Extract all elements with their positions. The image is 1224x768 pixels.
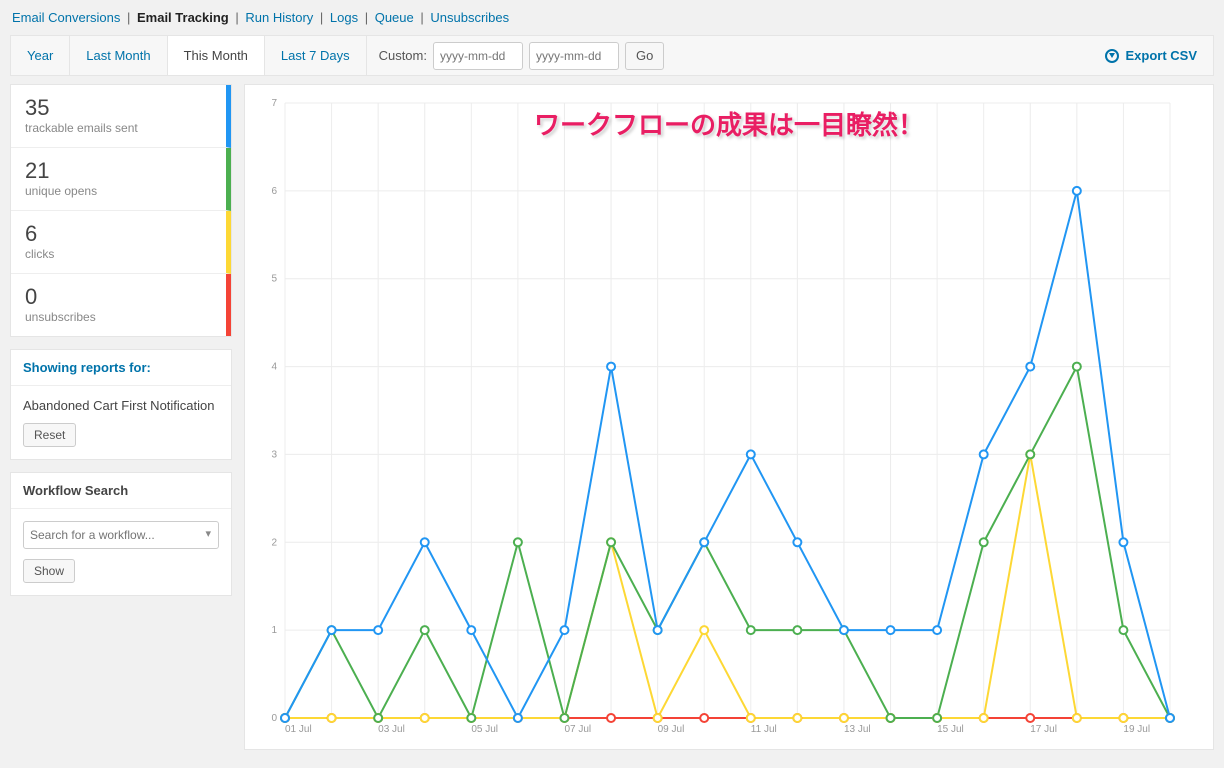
filter-box: Showing reports for: Abandoned Cart Firs… — [10, 349, 232, 460]
svg-text:7: 7 — [271, 98, 277, 109]
stat-label: unsubscribes — [25, 310, 212, 324]
stat-label: trackable emails sent — [25, 121, 212, 135]
tab[interactable]: Last 7 Days — [265, 36, 367, 75]
svg-text:4: 4 — [271, 362, 277, 373]
stat-label: clicks — [25, 247, 212, 261]
svg-text:0: 0 — [271, 713, 277, 724]
nav-sep: | — [414, 10, 431, 25]
reset-button[interactable]: Reset — [23, 423, 76, 447]
workflow-search-input[interactable] — [23, 521, 219, 549]
export-label: Export CSV — [1125, 48, 1197, 63]
svg-text:2: 2 — [271, 537, 277, 548]
svg-text:11 Jul: 11 Jul — [751, 724, 777, 735]
svg-text:3: 3 — [271, 449, 277, 460]
top-nav: Email Conversions | Email Tracking | Run… — [10, 8, 1214, 35]
nav-sep: | — [229, 10, 246, 25]
stat-block: 35trackable emails sent — [11, 85, 231, 148]
search-header: Workflow Search — [11, 473, 231, 509]
date-to-input[interactable] — [529, 42, 619, 70]
svg-text:6: 6 — [271, 186, 277, 197]
nav-link[interactable]: Email Tracking — [137, 10, 229, 25]
svg-text:15 Jul: 15 Jul — [937, 724, 964, 735]
svg-text:13 Jul: 13 Jul — [844, 724, 871, 735]
svg-text:09 Jul: 09 Jul — [658, 724, 685, 735]
workflow-search-box: Workflow Search Show — [10, 472, 232, 596]
nav-link[interactable]: Logs — [330, 10, 358, 25]
svg-text:05 Jul: 05 Jul — [471, 724, 498, 735]
nav-link[interactable]: Email Conversions — [12, 10, 120, 25]
stats-card: 35trackable emails sent21unique opens6cl… — [10, 84, 232, 337]
nav-sep: | — [358, 10, 375, 25]
svg-text:5: 5 — [271, 274, 277, 285]
svg-text:07 Jul: 07 Jul — [564, 724, 591, 735]
svg-text:19 Jul: 19 Jul — [1123, 724, 1150, 735]
nav-link[interactable]: Run History — [245, 10, 313, 25]
custom-label: Custom: — [379, 48, 427, 63]
svg-text:1: 1 — [271, 625, 277, 636]
go-button[interactable]: Go — [625, 42, 664, 70]
nav-link[interactable]: Unsubscribes — [430, 10, 509, 25]
export-csv-button[interactable]: Export CSV — [1089, 48, 1213, 63]
filtered-workflow-name: Abandoned Cart First Notification — [23, 398, 219, 413]
date-from-input[interactable] — [433, 42, 523, 70]
stat-block: 0unsubscribes — [11, 274, 231, 336]
tab[interactable]: Last Month — [70, 36, 167, 75]
stat-number: 35 — [25, 95, 212, 121]
svg-text:03 Jul: 03 Jul — [378, 724, 405, 735]
nav-sep: | — [313, 10, 330, 25]
stat-number: 6 — [25, 221, 212, 247]
download-icon — [1105, 49, 1119, 63]
tab-bar: YearLast MonthThis MonthLast 7 Days Cust… — [10, 35, 1214, 76]
svg-text:01 Jul: 01 Jul — [285, 724, 312, 735]
tab[interactable]: This Month — [168, 36, 265, 75]
show-button[interactable]: Show — [23, 559, 75, 583]
stat-label: unique opens — [25, 184, 212, 198]
stat-number: 0 — [25, 284, 212, 310]
stat-block: 6clicks — [11, 211, 231, 274]
tab[interactable]: Year — [11, 36, 70, 75]
nav-sep: | — [120, 10, 137, 25]
nav-link[interactable]: Queue — [375, 10, 414, 25]
chart-area: 0 1 2 3 4 5 6 7 01 Jul 03 Jul 05 Jul 07 Jul 09 Jul 11… — [244, 84, 1214, 750]
svg-text:17 Jul: 17 Jul — [1030, 724, 1057, 735]
custom-date-group: Custom: Go — [367, 42, 677, 70]
stat-number: 21 — [25, 158, 212, 184]
stat-block: 21unique opens — [11, 148, 231, 211]
sidebar: 35trackable emails sent21unique opens6cl… — [10, 84, 232, 596]
line-chart: 0 1 2 3 4 5 6 7 01 Jul 03 Jul 05 Jul 07 Jul 09 Jul 11… — [255, 93, 1185, 743]
filter-header: Showing reports for: — [11, 350, 231, 386]
